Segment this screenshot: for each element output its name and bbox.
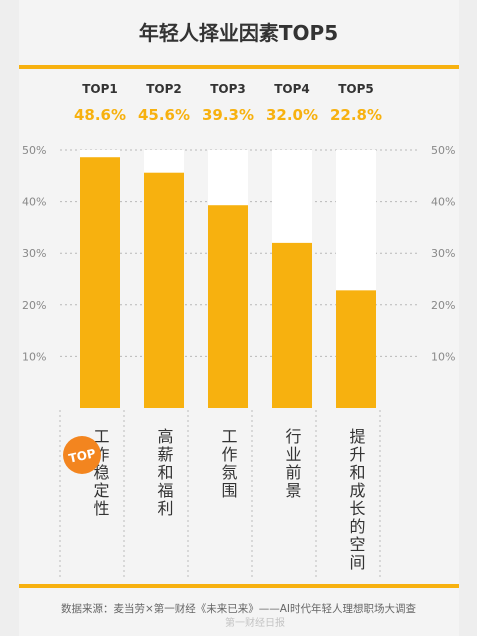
- top-badge-text: TOP: [67, 446, 97, 465]
- rank-label: TOP1: [82, 82, 118, 96]
- ytick-label-right: 50%: [431, 144, 455, 157]
- ytick-label-right: 10%: [431, 350, 455, 363]
- title-rule: [19, 65, 459, 69]
- bar: [208, 205, 248, 408]
- category-label: 高薪和福利: [155, 428, 174, 518]
- ytick-label-left: 30%: [22, 247, 46, 260]
- category-label: 提升和成长的空间: [347, 428, 366, 572]
- ytick-label-left: 50%: [22, 144, 46, 157]
- category-label: 工作氛围: [219, 428, 238, 500]
- bar: [144, 172, 184, 408]
- ytick-label-right: 40%: [431, 196, 455, 209]
- ytick-label-left: 20%: [22, 299, 46, 312]
- ytick-label-left: 10%: [22, 350, 46, 363]
- ytick-label-left: 40%: [22, 196, 46, 209]
- value-label: 48.6%: [74, 106, 126, 124]
- source-note: 数据来源：麦当劳×第一财经《未来已来》——AI时代年轻人理想职场大调查: [61, 602, 417, 615]
- value-label: 45.6%: [138, 106, 190, 124]
- rank-label: TOP5: [338, 82, 374, 96]
- bar: [336, 290, 376, 408]
- watermark: 第一财经日报: [225, 616, 285, 629]
- rank-label: TOP2: [146, 82, 182, 96]
- bottom-rule: [19, 584, 459, 588]
- rank-label: TOP4: [274, 82, 310, 96]
- ytick-label-right: 30%: [431, 247, 455, 260]
- ytick-label-right: 20%: [431, 299, 455, 312]
- value-label: 22.8%: [330, 106, 382, 124]
- value-label: 32.0%: [266, 106, 318, 124]
- rank-label: TOP3: [210, 82, 246, 96]
- top-badge: [63, 436, 101, 474]
- category-label: 行业前景: [283, 428, 302, 500]
- chart-title: 年轻人择业因素TOP5: [139, 21, 338, 45]
- bar: [272, 242, 312, 408]
- value-label: 39.3%: [202, 106, 254, 124]
- bar: [80, 157, 120, 408]
